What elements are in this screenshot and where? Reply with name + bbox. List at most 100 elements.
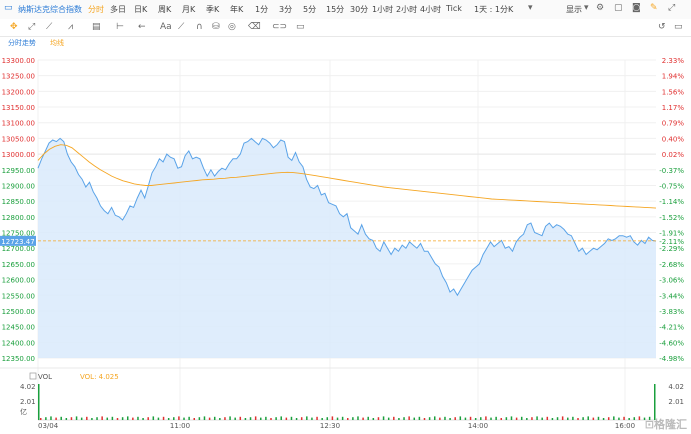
volume-bar xyxy=(398,418,400,420)
y-tick-label: 12900.00 xyxy=(2,182,35,190)
volume-bar xyxy=(474,418,477,420)
period-tab-15min[interactable]: 15分 xyxy=(326,5,345,14)
measure-icon[interactable]: ⊢ xyxy=(116,22,124,32)
volume-bar xyxy=(111,416,114,420)
period-tab-tick[interactable]: Tick xyxy=(446,4,462,13)
channel-icon[interactable]: ▤ xyxy=(92,22,101,32)
instrument-name[interactable]: 纳斯达克综合指数 xyxy=(18,5,82,14)
day-period-select[interactable]: 1天 : 1分K xyxy=(474,5,514,14)
volume-bar xyxy=(321,418,323,420)
volume-bar xyxy=(275,417,277,420)
volume-bar xyxy=(393,416,395,420)
volume-bar xyxy=(126,416,129,420)
text-icon[interactable]: Aa xyxy=(160,22,172,32)
volume-bar xyxy=(638,416,641,420)
trash-icon[interactable]: ⌫ xyxy=(248,22,261,32)
price-series-line xyxy=(37,137,657,297)
period-tab-1min[interactable]: 1分 xyxy=(255,5,269,14)
volume-bar xyxy=(495,416,497,420)
y-tick-label-pct: 0.02% xyxy=(662,151,685,159)
chevron-down-icon[interactable]: ▾ xyxy=(584,3,589,13)
volume-bar xyxy=(142,418,144,420)
link-icon[interactable]: ⊂⊃ xyxy=(272,22,288,32)
period-tab-5min[interactable]: 5分 xyxy=(303,5,317,14)
volume-bar xyxy=(295,418,298,420)
polyline-icon[interactable]: ⩘ xyxy=(68,22,74,32)
intraday-trend-label[interactable]: 分时走势 xyxy=(8,39,36,47)
average-line-label[interactable]: 均线 xyxy=(50,39,64,47)
eye-icon[interactable]: ◎ xyxy=(228,22,236,32)
period-tab-intraday[interactable]: 分时 xyxy=(88,5,104,14)
period-tab-daily[interactable]: 日K xyxy=(134,5,148,14)
sidebar-toggle-icon[interactable]: ▭ xyxy=(4,3,13,13)
volume-bar xyxy=(311,417,313,420)
y-tick-label-pct: -3.44% xyxy=(659,292,684,300)
volume-bar xyxy=(531,417,533,420)
period-tab-quarterly[interactable]: 季K xyxy=(206,5,220,14)
volume-bar xyxy=(546,416,549,420)
volume-bar xyxy=(505,417,508,420)
price-area-fill xyxy=(38,138,656,358)
brush-icon[interactable]: ⟋ xyxy=(178,22,185,32)
magnet-icon[interactable]: ∩ xyxy=(196,22,203,32)
volume-bar xyxy=(643,417,646,420)
volume-toggle-icon xyxy=(29,372,37,380)
volume-bar xyxy=(316,416,318,420)
period-tab-weekly[interactable]: 周K xyxy=(158,5,172,14)
trendline-icon[interactable]: ⤢ xyxy=(28,22,36,32)
volume-bar xyxy=(193,418,195,420)
settings-icon[interactable]: ⚙ xyxy=(596,3,605,13)
volume-bar xyxy=(541,417,543,420)
ray-icon[interactable]: ⟋ xyxy=(46,22,53,32)
expand-icon[interactable]: ⤢ xyxy=(668,3,676,13)
period-tab-2hour[interactable]: 2小时 xyxy=(396,5,418,14)
volume-bar xyxy=(116,418,119,420)
chevron-down-icon[interactable]: ▾ xyxy=(528,3,533,13)
lock-icon[interactable]: ⛁ xyxy=(212,22,220,32)
y-tick-label: 12750.00 xyxy=(2,230,35,238)
y-tick-label-pct: 2.33% xyxy=(662,57,685,65)
period-tab-30min[interactable]: 30分 xyxy=(350,5,369,14)
undo-icon[interactable]: ↺ xyxy=(658,22,666,32)
volume-bar xyxy=(60,416,62,420)
period-tab-multiday[interactable]: 多日 xyxy=(110,5,126,14)
y-tick-label-pct: 1.94% xyxy=(662,73,685,81)
y-tick-label-pct: 1.56% xyxy=(662,88,685,96)
y-tick-label: 12950.00 xyxy=(2,167,35,175)
y-tick-label-pct: -3.06% xyxy=(659,277,684,285)
volume-bar xyxy=(648,416,651,420)
period-tab-4hour[interactable]: 4小时 xyxy=(420,5,442,14)
fullscreen-icon[interactable]: ▢ xyxy=(614,3,623,13)
volume-bar xyxy=(147,417,149,420)
display-menu[interactable]: 显示 xyxy=(566,5,582,14)
period-tab-monthly[interactable]: 月K xyxy=(182,5,196,14)
camera-icon[interactable]: ◙ xyxy=(632,3,641,13)
volume-bar xyxy=(561,416,564,420)
y-tick-label: 12350.00 xyxy=(2,355,35,363)
layers-icon[interactable]: ▭ xyxy=(296,22,305,32)
volume-bar xyxy=(607,417,610,420)
volume-bar xyxy=(70,417,73,420)
volume-bar xyxy=(132,417,134,420)
period-tab-1hour[interactable]: 1小时 xyxy=(372,5,394,14)
y-tick-label: 12700.00 xyxy=(2,245,35,253)
volume-bar xyxy=(183,417,185,420)
crosshair-icon[interactable]: ✥ xyxy=(10,22,18,32)
period-tab-3min[interactable]: 3分 xyxy=(279,5,293,14)
volume-bar xyxy=(357,416,359,420)
period-tab-yearly[interactable]: 年K xyxy=(230,5,244,14)
volume-bar xyxy=(219,418,221,420)
volume-bar xyxy=(208,417,211,420)
pencil-icon[interactable]: ✎ xyxy=(650,3,658,13)
volume-y-label: 2.01 xyxy=(20,398,36,406)
arrow-icon[interactable]: ← xyxy=(138,22,146,32)
redo-icon[interactable]: ▭ xyxy=(674,22,683,32)
y-tick-label-pct: 1.17% xyxy=(662,104,685,112)
volume-bar xyxy=(306,416,308,420)
y-tick-label: 13000.00 xyxy=(2,151,35,159)
volume-bar xyxy=(157,417,160,420)
volume-bar xyxy=(439,417,441,420)
volume-bar xyxy=(577,418,579,420)
volume-bar xyxy=(500,418,502,420)
